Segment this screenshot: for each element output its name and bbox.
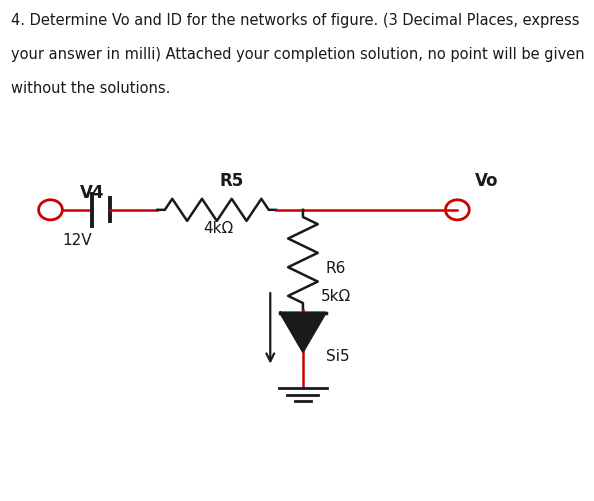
Text: Si5: Si5 <box>326 348 349 363</box>
Text: R6: R6 <box>326 261 346 276</box>
Text: Vo: Vo <box>475 171 499 189</box>
Text: R5: R5 <box>220 171 244 189</box>
Text: 12V: 12V <box>62 233 92 248</box>
Text: 4kΩ: 4kΩ <box>204 220 233 235</box>
Text: without the solutions.: without the solutions. <box>11 81 170 96</box>
Polygon shape <box>280 313 326 352</box>
Text: 5kΩ: 5kΩ <box>321 288 351 303</box>
Text: your answer in milli) Attached your completion solution, no point will be given: your answer in milli) Attached your comp… <box>11 47 584 62</box>
Text: 4. Determine Vo and ID for the networks of figure. (3 Decimal Places, express: 4. Determine Vo and ID for the networks … <box>11 13 579 28</box>
Text: V4: V4 <box>80 184 105 202</box>
